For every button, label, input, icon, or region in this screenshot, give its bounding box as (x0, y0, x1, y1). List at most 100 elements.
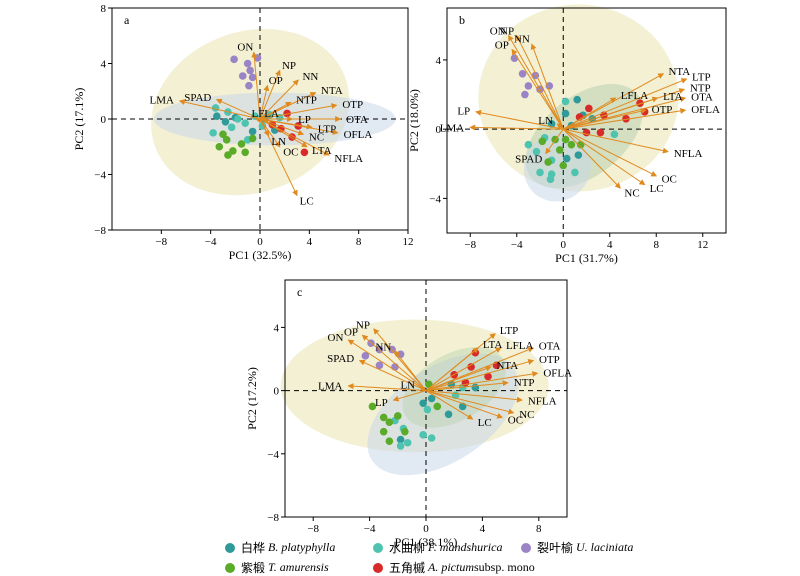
y-tick-label: 4 (101, 59, 107, 71)
loading-label: NFLA (674, 148, 703, 160)
loading-label: LTA (663, 91, 683, 103)
sample-point (221, 117, 230, 126)
sample-point (385, 418, 394, 427)
legend-cn: 水曲柳 (389, 541, 426, 555)
loading-arrow (475, 109, 564, 130)
y-axis-label: PC2 (17.2%) (245, 367, 259, 430)
sample-point (248, 73, 257, 82)
sample-point (585, 104, 593, 113)
legend-latin: B. platyphylla (268, 540, 336, 554)
confidence-ellipse (523, 132, 591, 202)
sample-point (538, 137, 547, 146)
loading-arrow (419, 386, 427, 393)
loading-label: LTP (318, 123, 337, 135)
sample-point (547, 120, 556, 128)
loading-label: SPAD (327, 353, 354, 365)
loading-arrow (425, 359, 535, 392)
sample-point (419, 399, 427, 408)
sample-point (610, 130, 619, 139)
sample-point (571, 168, 579, 177)
x-tick-label: −4 (205, 236, 217, 248)
loading-label: OC (508, 414, 523, 426)
loading-label: LN (400, 380, 415, 392)
plot-frame (446, 7, 727, 234)
sample-point (237, 140, 246, 148)
loading-arrow (530, 43, 564, 130)
loading-label: NP (500, 25, 514, 37)
loading-label: LMA (318, 380, 343, 392)
x-tick-label: 12 (697, 239, 708, 251)
legend-cn: 紫椴 (241, 561, 266, 575)
panel-label: a (124, 13, 130, 27)
sample-point (230, 55, 238, 64)
loading-label: ON (328, 332, 344, 344)
loading-label: SPAD (184, 92, 211, 104)
loading-label: OFLA (344, 129, 373, 141)
sample-point (561, 135, 570, 144)
loading-label: LMA (150, 95, 175, 107)
loading-label: NC (624, 187, 639, 199)
x-axis-label: PC1 (31.7%) (555, 251, 618, 265)
legend-cn: 裂叶榆 (537, 541, 574, 555)
legend-marker (373, 542, 383, 553)
loading-arrow (251, 51, 261, 120)
legend-marker (225, 562, 235, 573)
sample-point (391, 363, 399, 371)
x-tick-label: −4 (364, 523, 376, 535)
x-tick-label: 8 (654, 239, 660, 251)
loading-label: ON (490, 26, 506, 38)
y-axis-label: PC2 (18.0%) (407, 89, 421, 152)
sample-point (227, 123, 236, 132)
loading-label: OTA (691, 92, 713, 104)
loading-arrow (347, 383, 427, 392)
sample-point (467, 363, 475, 371)
y-tick-label: −4 (429, 193, 441, 205)
sample-point (471, 383, 480, 392)
loading-arrow (259, 69, 281, 120)
panel-label: b (459, 13, 465, 27)
sample-point (219, 130, 227, 139)
legend-marker (521, 542, 531, 553)
sample-point (245, 81, 253, 90)
sample-point (300, 148, 309, 157)
sample-point (545, 82, 554, 90)
sample-point (444, 410, 453, 419)
sample-point (375, 361, 384, 370)
loading-label: LC (650, 183, 664, 195)
loading-arrow (425, 390, 474, 420)
sample-point (574, 151, 583, 159)
x-tick-label: 4 (480, 523, 486, 535)
x-tick-label: 4 (607, 239, 613, 251)
loading-label: OTP (652, 104, 673, 116)
panel-c: −8 −4 0 4 8 −8 −4 0 4 PC1 (38.1%) PC2 (17.2%) c NPOP… (245, 279, 572, 549)
loading-label: NTA (321, 85, 343, 97)
sample-point (394, 412, 402, 420)
sample-point (427, 394, 436, 403)
sample-point (582, 128, 591, 137)
y-tick-label: 4 (274, 322, 280, 334)
loading-label: LMA (440, 122, 465, 134)
loading-label: NFLA (334, 153, 363, 165)
sample-point (246, 66, 254, 75)
sample-point (396, 435, 405, 444)
y-axis-label: PC2 (17.1%) (72, 88, 86, 151)
loading-label: OFLA (543, 367, 572, 379)
loading-label: LC (300, 196, 314, 208)
loading-label: LFLA (621, 90, 649, 102)
y-tick-label: −4 (267, 449, 279, 461)
panel-a: −8 −4 0 4 8 12 −8 −4 0 4 8 PC1 (32.5%) PC2 (17.1%) a O… (72, 3, 414, 262)
x-tick-label: 8 (536, 523, 542, 535)
sample-point (361, 352, 370, 360)
sample-point (567, 140, 576, 149)
loading-label: OTA (346, 114, 368, 126)
loading-arrow (425, 380, 509, 392)
loading-label: OC (283, 147, 298, 159)
sample-point (234, 115, 242, 123)
sample-point (427, 434, 436, 442)
loading-arrow (425, 365, 492, 392)
sample-point (396, 442, 405, 450)
sample-point (555, 146, 564, 154)
